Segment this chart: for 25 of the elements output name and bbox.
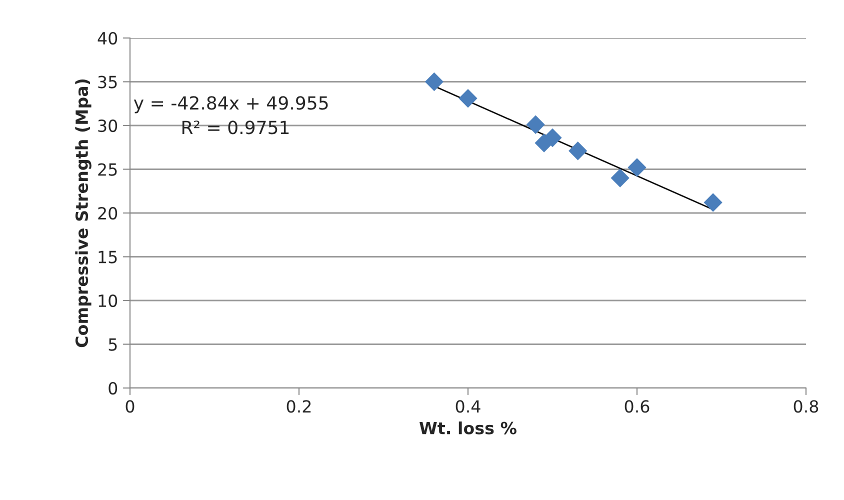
point (568, 142, 588, 160)
y-tick-label: 30 (98, 119, 118, 132)
y-tick-label: 40 (98, 32, 118, 45)
annotation: y = -42.84x + 49.955 (134, 96, 328, 114)
y-tick-label: 35 (98, 76, 117, 88)
x-tick-label: 0.8 (794, 400, 818, 413)
y-tick-label: 5 (108, 338, 117, 351)
x-tick-label: 0 (126, 400, 134, 413)
y-tick-label: 25 (98, 163, 117, 176)
y-axis-title: Compressive Strength (Mpa) (75, 79, 92, 348)
x-tick-label: 0.6 (624, 400, 650, 413)
x-axis-title: Wt. loss % (420, 421, 516, 434)
point (424, 72, 444, 92)
y-tick-label: 10 (98, 294, 118, 308)
point (458, 89, 478, 108)
y-tick-label: 15 (98, 250, 117, 264)
y-tick-label: 0 (108, 382, 118, 395)
point (704, 193, 722, 212)
point (628, 158, 646, 177)
y-tick-label: 20 (98, 206, 118, 220)
x-tick-label: 0.2 (286, 400, 311, 413)
point (526, 115, 545, 134)
x-tick-label: 0.4 (456, 400, 480, 413)
point (610, 168, 630, 188)
annotation: R² = 0.9751 (182, 120, 289, 134)
